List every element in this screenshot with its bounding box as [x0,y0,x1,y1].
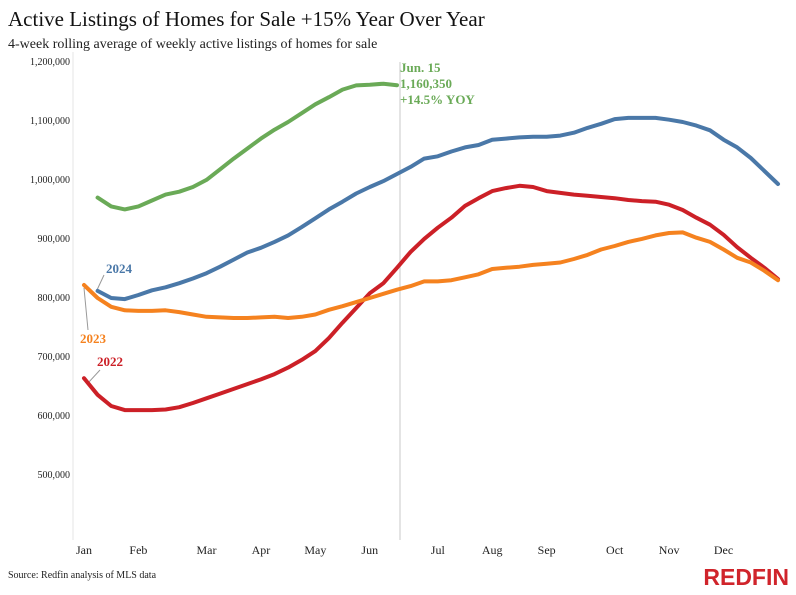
series-label: 2023 [80,331,107,346]
x-tick-label: Jan [76,543,92,557]
logo: REDFIN [703,564,789,590]
y-tick-label: 800,000 [38,293,71,304]
source: Source: Redfin analysis of MLS data [8,570,157,581]
annotation: Jun. 15 [400,60,441,75]
label-connector [96,274,105,291]
x-tick-label: Apr [252,543,271,557]
x-tick-label: May [304,543,326,557]
series-label: 2024 [106,261,133,276]
y-tick-label: 1,000,000 [30,175,70,186]
y-tick-label: 500,000 [38,470,71,481]
y-tick-label: 900,000 [38,234,71,245]
label-connector [83,287,89,331]
annotation: 1,160,350 [400,76,452,91]
label-connector [87,369,101,384]
y-tick-label: 600,000 [38,411,71,422]
y-tick-label: 700,000 [38,352,71,363]
x-tick-label: Jun [361,543,378,557]
series-line [95,81,399,212]
x-tick-label: Aug [482,543,503,557]
series-line [82,230,780,320]
x-tick-label: Sep [538,543,556,557]
series-line [95,115,780,302]
x-tick-label: Nov [659,543,680,557]
x-tick-label: Jul [431,543,446,557]
x-tick-label: Dec [714,543,733,557]
series-line [82,183,780,413]
annotation: +14.5% YOY [400,92,475,107]
x-tick-label: Feb [129,543,147,557]
chart-title: Active Listings of Homes for Sale +15% Y… [8,7,485,31]
x-tick-label: Mar [196,543,216,557]
chart-subtitle: 4-week rolling average of weekly active … [8,37,377,52]
series-label: 2022 [97,354,123,369]
y-tick-label: 1,200,000 [30,57,70,68]
y-tick-label: 1,100,000 [30,116,70,127]
x-tick-label: Oct [606,543,624,557]
